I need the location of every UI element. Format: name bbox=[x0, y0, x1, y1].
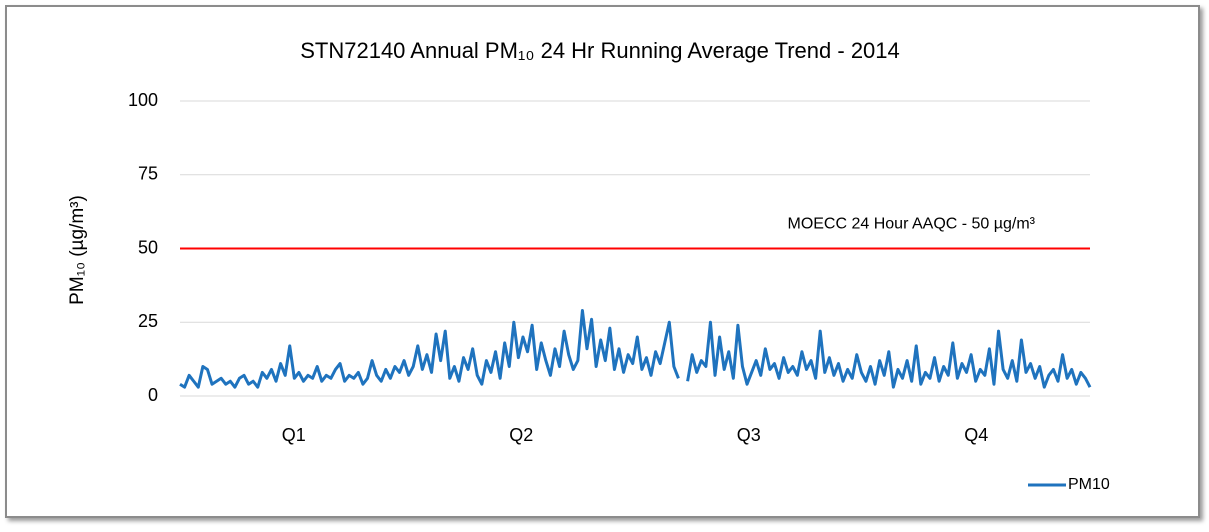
chart-title: STN72140 Annual PM₁₀ 24 Hr Running Avera… bbox=[300, 38, 900, 63]
x-tick-label: Q3 bbox=[737, 425, 761, 445]
y-tick-label: 0 bbox=[148, 385, 158, 405]
y-tick-label: 50 bbox=[138, 237, 158, 257]
x-tick-label: Q1 bbox=[282, 425, 306, 445]
y-axis-label: PM₁₀ (µg/m³) bbox=[67, 195, 88, 305]
x-tick-label: Q4 bbox=[964, 425, 988, 445]
y-tick-label: 100 bbox=[128, 90, 158, 110]
x-tick-label: Q2 bbox=[509, 425, 533, 445]
y-tick-label: 75 bbox=[138, 164, 158, 184]
legend-label: PM10 bbox=[1068, 476, 1110, 493]
chart-frame bbox=[5, 5, 1200, 518]
data-line bbox=[179, 308, 1092, 389]
y-tick-label: 25 bbox=[138, 311, 158, 331]
reference-label: MOECC 24 Hour AAQC - 50 µg/m³ bbox=[787, 216, 1035, 233]
